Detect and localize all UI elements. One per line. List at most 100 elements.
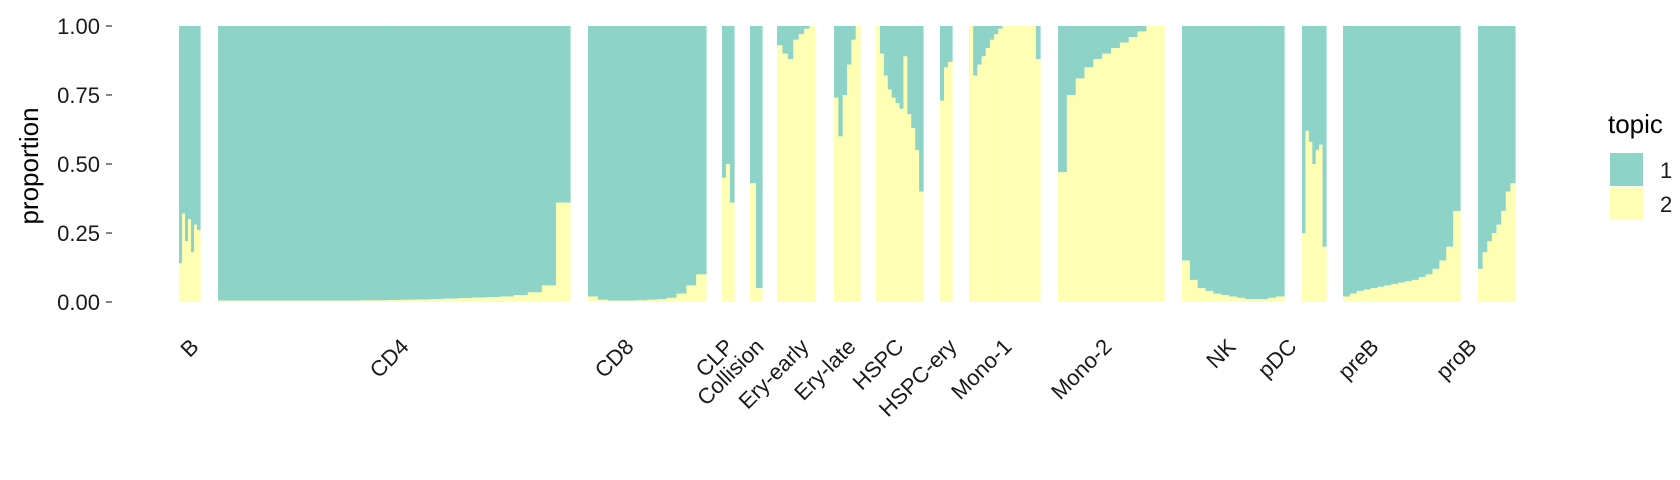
bar-segment-topic-2 <box>1102 53 1112 302</box>
bar-segment-topic-2 <box>617 300 628 302</box>
bar-segment-topic-2 <box>1182 260 1191 302</box>
bar-segment-topic-2 <box>1398 282 1406 302</box>
bar-segment-topic-1 <box>1319 26 1324 145</box>
bar-segment-topic-1 <box>1322 26 1327 247</box>
bar-segment-topic-1 <box>895 26 901 104</box>
bar-segment-topic-2 <box>1006 26 1012 302</box>
bar-segment-topic-1 <box>1432 26 1440 269</box>
y-tick-label: 0.00 <box>57 290 100 315</box>
bar-segment-topic-1 <box>838 26 844 137</box>
bar-segment-topic-2 <box>804 28 811 302</box>
bar-segment-topic-2 <box>1035 59 1041 303</box>
bar-segment-topic-1 <box>1363 26 1372 290</box>
bar-segment-topic-2 <box>855 26 861 302</box>
bar-segment-topic-2 <box>686 285 697 302</box>
bar-segment-topic-1 <box>919 26 924 192</box>
bar-segment-topic-1 <box>1197 26 1207 289</box>
bar-segment-topic-1 <box>471 26 487 298</box>
bar-segment-topic-2 <box>656 299 668 302</box>
bar-segment-topic-2 <box>372 300 388 302</box>
bar-segment-topic-2 <box>1343 296 1351 302</box>
bar-segment-topic-1 <box>457 26 473 299</box>
bar-segment-topic-1 <box>197 26 201 231</box>
legend: topic 1 2 <box>1608 109 1672 220</box>
category-block <box>1058 26 1165 303</box>
bar-segment-topic-1 <box>981 26 987 57</box>
bar-segment-topic-1 <box>666 26 678 298</box>
bar-segment-topic-1 <box>756 26 763 289</box>
x-tick-label: NK <box>1201 334 1241 374</box>
category-block <box>834 26 861 303</box>
bar-segment-topic-2 <box>1312 164 1317 302</box>
bar-segment-topic-1 <box>1236 26 1246 298</box>
bar-segment-topic-2 <box>989 39 995 303</box>
bar-segment-topic-1 <box>1205 26 1214 291</box>
bar-segment-topic-1 <box>401 26 416 300</box>
bar-segment-topic-2 <box>696 274 707 302</box>
bar-segment-topic-2 <box>1308 141 1313 302</box>
x-tick-label: CD8 <box>590 334 639 383</box>
category-block <box>1302 26 1327 302</box>
bar-segment-topic-1 <box>1487 26 1493 242</box>
bar-segment-topic-2 <box>1319 144 1324 302</box>
bar-segment-topic-1 <box>246 26 261 301</box>
bar-segment-topic-1 <box>977 26 983 65</box>
bar-segment-topic-2 <box>607 300 619 302</box>
bar-segment-topic-2 <box>948 61 953 302</box>
bar-segment-topic-2 <box>194 224 198 302</box>
bar-segment-topic-2 <box>1252 299 1262 302</box>
bar-segment-topic-1 <box>288 26 304 301</box>
bar-segment-topic-2 <box>903 56 908 302</box>
bar-segment-topic-2 <box>777 45 784 302</box>
bar-segment-topic-2 <box>1384 285 1392 302</box>
bar-segment-topic-2 <box>1315 150 1320 302</box>
legend-label: 1 <box>1660 158 1672 183</box>
bar-segment-topic-1 <box>989 26 995 40</box>
bar-segment-topic-1 <box>1035 26 1041 60</box>
category-block <box>876 26 924 303</box>
bar-segment-topic-2 <box>676 293 687 302</box>
bar-segment-topic-1 <box>1491 26 1498 233</box>
bar-segment-topic-2 <box>899 108 905 302</box>
bar-segment-topic-1 <box>1252 26 1262 300</box>
bar-segment-topic-1 <box>1377 26 1385 287</box>
bar-segment-topic-1 <box>1356 26 1365 291</box>
bar-segment-topic-2 <box>891 97 897 302</box>
bar-segment-topic-2 <box>895 103 901 302</box>
bar-segment-topic-1 <box>541 26 557 286</box>
bar-segment-topic-2 <box>274 300 289 302</box>
bar-segment-topic-1 <box>485 26 501 298</box>
bar-segment-topic-2 <box>838 136 844 302</box>
bar-segment-topic-1 <box>499 26 515 297</box>
bar-segment-topic-1 <box>637 26 648 301</box>
bar-segment-topic-2 <box>1478 268 1484 302</box>
bar-segment-topic-2 <box>1019 26 1024 302</box>
bar-segment-topic-1 <box>1244 26 1254 300</box>
bar-segment-topic-2 <box>907 114 912 302</box>
x-tick-label: preB <box>1333 334 1384 385</box>
bar-segment-topic-1 <box>1111 26 1121 49</box>
category-block <box>218 26 571 302</box>
bar-segment-topic-1 <box>696 26 707 275</box>
category-block <box>1343 26 1461 302</box>
bar-segment-topic-1 <box>834 26 839 98</box>
bar-segment-topic-1 <box>358 26 374 301</box>
bar-segment-topic-2 <box>1349 293 1358 302</box>
bar-segment-topic-1 <box>1229 26 1238 297</box>
bar-segment-topic-2 <box>485 297 501 302</box>
bar-segment-topic-1 <box>185 26 189 242</box>
bar-segment-topic-1 <box>686 26 697 286</box>
bar-segment-topic-2 <box>1268 297 1277 302</box>
bar-segment-topic-2 <box>940 100 945 303</box>
bar-segment-topic-2 <box>1244 299 1254 302</box>
bar-segment-topic-2 <box>1487 241 1493 302</box>
bar-segment-topic-2 <box>969 26 974 302</box>
bar-segment-topic-1 <box>1425 26 1434 275</box>
bar-segment-topic-1 <box>1213 26 1222 294</box>
bar-segment-topic-1 <box>429 26 444 300</box>
bar-segment-topic-2 <box>1491 233 1498 302</box>
bar-segment-topic-2 <box>401 299 416 302</box>
bar-segment-topic-1 <box>883 26 889 76</box>
bar-segment-topic-1 <box>676 26 687 294</box>
